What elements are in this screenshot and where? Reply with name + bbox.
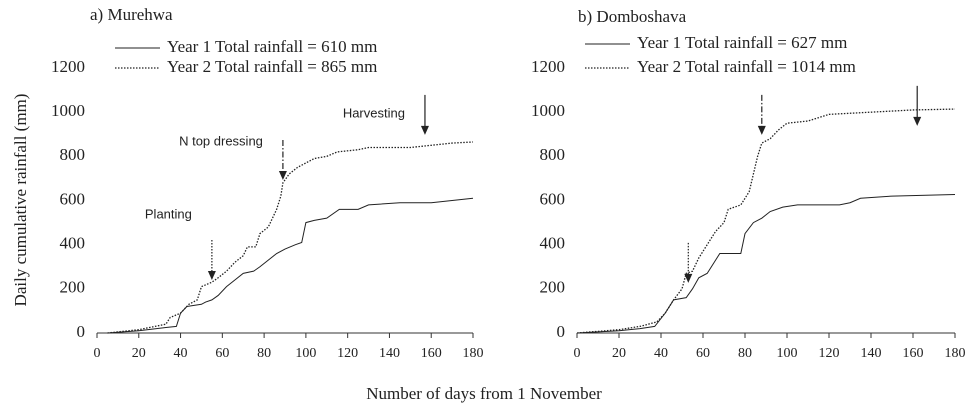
x-tick-label: 80 — [738, 346, 752, 361]
x-axis-label: Number of days from 1 November — [366, 384, 602, 403]
arrow-head — [278, 170, 287, 180]
x-tick-label: 0 — [94, 346, 101, 361]
arrow-head — [684, 273, 693, 283]
y-tick-label: 1200 — [531, 57, 565, 76]
y-tick-label: 0 — [77, 322, 86, 341]
x-tick-label: 60 — [696, 346, 710, 361]
data-line — [576, 194, 956, 334]
x-tick-label: 0 — [574, 346, 581, 361]
x-tick-label: 160 — [421, 346, 442, 361]
x-tick-label: 180 — [945, 346, 966, 361]
x-tick-label: 100 — [295, 346, 316, 361]
legend-label: Year 1 Total rainfall = 610 mm — [167, 37, 377, 56]
x-tick-label: 140 — [861, 346, 882, 361]
x-tick-label: 20 — [132, 346, 146, 361]
x-tick-label: 180 — [463, 346, 484, 361]
y-tick-label: 800 — [540, 145, 566, 164]
data-line — [107, 197, 474, 334]
y-tick-label: 400 — [60, 234, 86, 253]
y-tick-label: 0 — [557, 322, 566, 341]
legend-label: Year 1 Total rainfall = 627 mm — [637, 33, 847, 52]
x-tick-label: 60 — [215, 346, 229, 361]
chart-title: b) Domboshava — [578, 7, 687, 26]
arrow-head — [420, 125, 429, 135]
y-tick-label: 400 — [540, 234, 566, 253]
legend-label: Year 2 Total rainfall = 865 mm — [167, 57, 377, 76]
x-tick-label: 120 — [337, 346, 358, 361]
x-tick-label: 40 — [174, 346, 188, 361]
annotation-text: N top dressing — [179, 133, 263, 148]
chart-title: a) Murehwa — [90, 5, 173, 24]
y-tick-label: 600 — [540, 189, 566, 208]
arrow-head — [207, 271, 216, 280]
x-tick-label: 100 — [777, 346, 798, 361]
y-axis-label: Daily cumulative rainfall (mm) — [11, 94, 30, 307]
y-tick-label: 200 — [60, 278, 86, 297]
annotation-text: Harvesting — [343, 105, 405, 120]
y-tick-label: 800 — [60, 145, 86, 164]
data-line — [576, 108, 956, 334]
arrow-head — [913, 116, 922, 126]
x-tick-label: 160 — [903, 346, 924, 361]
x-tick-label: 120 — [819, 346, 840, 361]
arrow-head — [757, 125, 766, 135]
y-tick-label: 1000 — [531, 101, 565, 120]
x-tick-label: 20 — [612, 346, 626, 361]
annotation-text: Planting — [145, 206, 192, 221]
y-tick-label: 1000 — [51, 101, 85, 120]
data-line — [107, 141, 474, 334]
legend-label: Year 2 Total rainfall = 1014 mm — [637, 57, 856, 76]
x-tick-label: 40 — [654, 346, 668, 361]
y-tick-label: 600 — [60, 189, 86, 208]
x-tick-label: 80 — [257, 346, 271, 361]
y-tick-label: 200 — [540, 278, 566, 297]
x-tick-label: 140 — [379, 346, 400, 361]
y-tick-label: 1200 — [51, 57, 85, 76]
